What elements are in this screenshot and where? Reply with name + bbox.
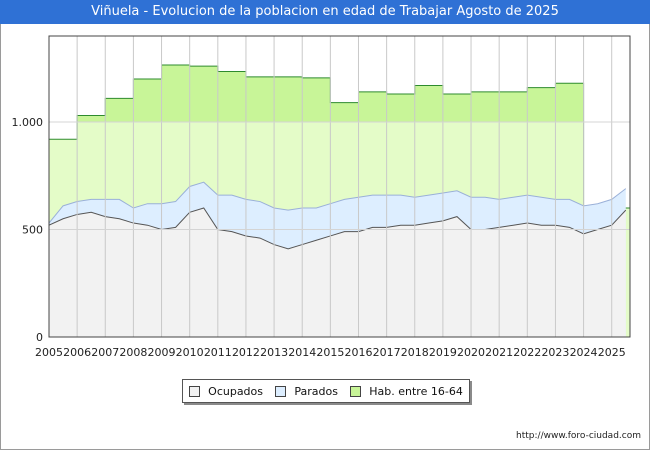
ocupados-line <box>49 207 627 250</box>
x-tick-label: 2016 <box>344 346 372 359</box>
legend-swatch-parados <box>275 385 287 397</box>
x-tick-label: 2015 <box>316 346 344 359</box>
x-tick-label: 2005 <box>35 346 63 359</box>
y-tick-label: 1.000 <box>12 116 44 129</box>
x-tick-label: 2022 <box>513 346 541 359</box>
ocupados-area <box>49 208 626 337</box>
x-tick-label: 2023 <box>541 346 569 359</box>
x-tick-label: 2006 <box>63 346 91 359</box>
legend-item-hab: Hab. entre 16-64 <box>350 385 463 398</box>
plot-border <box>48 35 631 338</box>
y-tick-label: 500 <box>22 224 43 237</box>
legend-swatch-ocupados <box>189 385 201 397</box>
x-tick-label: 2014 <box>288 346 316 359</box>
x-tick-label: 2010 <box>176 346 204 359</box>
parados-line <box>49 181 627 224</box>
x-tick-label: 2020 <box>457 346 485 359</box>
legend: Ocupados Parados Hab. entre 16-64 <box>182 379 470 403</box>
x-tick-label: 2007 <box>91 346 119 359</box>
x-tick-label: 2013 <box>260 346 288 359</box>
x-tick-label: 2021 <box>485 346 513 359</box>
legend-item-parados: Parados <box>275 385 338 398</box>
x-tick-label: 2017 <box>373 346 401 359</box>
grid-lines <box>48 36 630 337</box>
legend-item-ocupados: Ocupados <box>189 385 263 398</box>
ocupados-series-group <box>49 207 627 337</box>
x-tick-label: 2011 <box>204 346 232 359</box>
x-tick-label: 2025 <box>598 346 626 359</box>
x-tick-label: 2008 <box>119 346 147 359</box>
chart-title: Viñuela - Evolucion de la poblacion en e… <box>0 0 650 24</box>
legend-label-parados: Parados <box>294 384 338 398</box>
legend-label-hab: Hab. entre 16-64 <box>369 384 463 398</box>
x-tick-label: 2024 <box>570 346 598 359</box>
source-link[interactable]: http://www.foro-ciudad.com <box>516 431 641 441</box>
x-tick-label: 2012 <box>232 346 260 359</box>
legend-label-ocupados: Ocupados <box>208 384 264 398</box>
legend-swatch-hab <box>350 385 362 397</box>
x-tick-label: 2019 <box>429 346 457 359</box>
x-tick-label: 2009 <box>148 346 176 359</box>
x-tick-label: 2018 <box>401 346 429 359</box>
y-tick-label: 0 <box>36 331 43 344</box>
